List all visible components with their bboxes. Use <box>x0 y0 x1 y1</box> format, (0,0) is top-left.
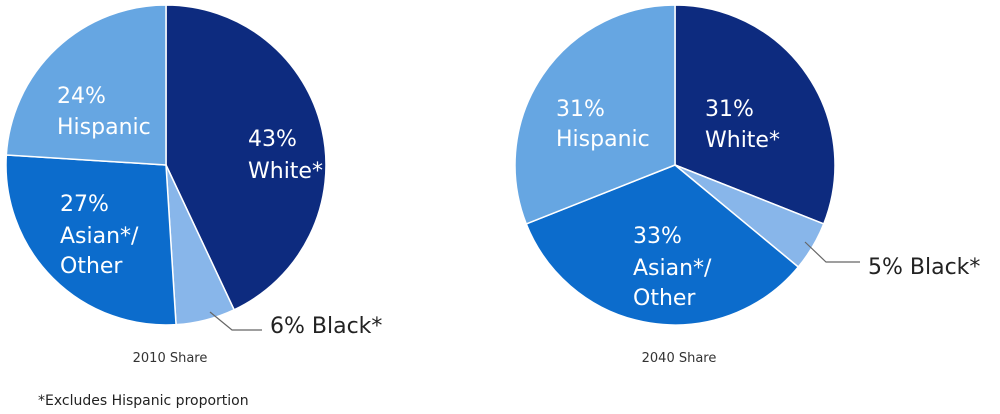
callout-line-black <box>209 311 262 331</box>
slice-label-hispanic-line1: Hispanic <box>57 115 151 140</box>
slice-label-white-line1: White* <box>248 159 323 184</box>
slice-label-white-line1: White* <box>705 128 780 153</box>
pie-slice-white <box>165 4 327 311</box>
pie-slice-hispanic <box>514 4 676 225</box>
slice-label-hispanic-line1: Hispanic <box>556 127 650 152</box>
chart-caption: 2040 Share <box>642 351 717 366</box>
slice-label-asianother-line1: Asian*/ <box>60 224 139 249</box>
slice-label-black: 6% Black* <box>270 314 382 339</box>
slice-label-asianother-line2: Other <box>633 286 696 311</box>
footnote: *Excludes Hispanic proportion <box>38 393 249 409</box>
pie-slice-asianother <box>5 154 177 326</box>
pie-chart-0: 43% White* 6% Black* 27% Asian*/ Other 24% Hisp… <box>5 4 382 366</box>
pie-slice-hispanic <box>5 4 167 166</box>
pie-slice-white <box>674 4 836 225</box>
slice-label-white-line0: 43% <box>248 127 297 152</box>
slice-label-asianother-line2: Other <box>60 254 123 279</box>
slice-label-hispanic-line0: 31% <box>556 97 605 122</box>
pie-chart-1: 31% White* 5% Black* 33% Asian*/ Other 31% Hisp… <box>514 4 980 366</box>
slice-label-asianother-line0: 27% <box>60 192 109 217</box>
callout-line-black <box>804 241 860 263</box>
chart-caption: 2010 Share <box>133 351 208 366</box>
slice-label-asianother-line1: Asian*/ <box>633 256 712 281</box>
slice-label-hispanic-line0: 24% <box>57 84 106 109</box>
slice-label-black: 5% Black* <box>868 255 980 280</box>
slice-label-white-line0: 31% <box>705 97 754 122</box>
pie-slice-asianother <box>525 164 800 326</box>
slice-label-asianother-line0: 33% <box>633 224 682 249</box>
